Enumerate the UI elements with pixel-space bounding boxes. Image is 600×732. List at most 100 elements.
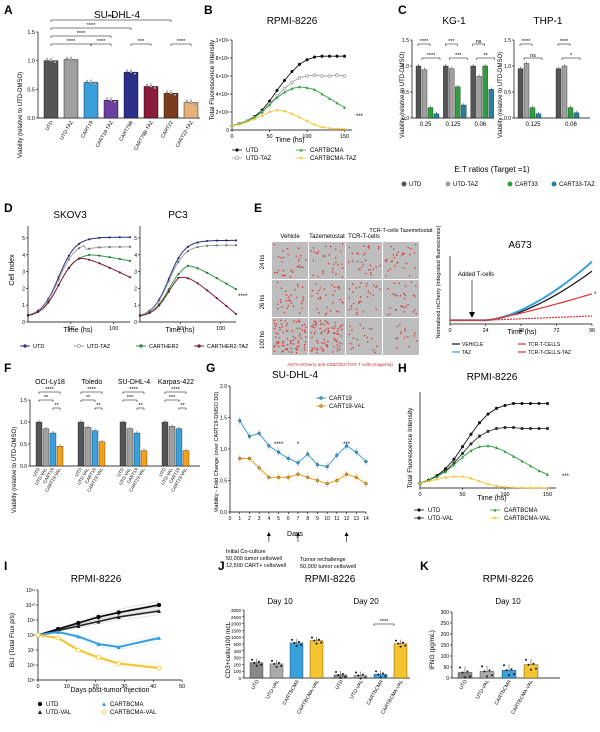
panel-g-xtick-label: 6 bbox=[287, 516, 290, 522]
panel-e-cell bbox=[326, 344, 329, 346]
panel-e-cell bbox=[277, 341, 280, 343]
panel-b-title: RPMI-8226 bbox=[267, 16, 318, 27]
panel-e-row-24: 24 hs bbox=[260, 255, 266, 270]
panel-j-point bbox=[399, 645, 402, 648]
panel-j-bracket bbox=[373, 623, 395, 626]
panel-i-xtick-label: 10 bbox=[64, 684, 70, 690]
panel-e-cell bbox=[398, 282, 401, 285]
panel-e-cell bbox=[351, 329, 353, 331]
panel-e-cell bbox=[393, 282, 396, 285]
panel-e-cell bbox=[288, 351, 291, 353]
panel-e-cell bbox=[282, 350, 284, 352]
panel-e-cell bbox=[352, 260, 354, 262]
panel-e-cell bbox=[356, 252, 359, 255]
panel-b-point bbox=[230, 124, 234, 127]
panel-b-xtick-label: 100 bbox=[302, 134, 311, 140]
panel-a-point bbox=[153, 86, 157, 90]
panel-h-point bbox=[529, 464, 532, 468]
panel-f-bracket bbox=[80, 391, 103, 394]
panel-f-bar bbox=[98, 441, 106, 467]
panel-e-cell bbox=[389, 313, 391, 315]
panel-b-ylabel: Total Fluorescence Intensity bbox=[209, 39, 216, 120]
panel-a-sig: **** bbox=[67, 39, 76, 45]
panel-e-cell bbox=[275, 336, 277, 338]
panel-j-day10: Day 10 bbox=[267, 597, 293, 606]
panel-e-cell bbox=[292, 343, 295, 345]
panel-e-cell bbox=[304, 341, 307, 343]
panel-d-pc3-point bbox=[186, 277, 190, 280]
panel-c-kg1-xtick-label: 0.25 bbox=[420, 122, 432, 128]
panel-a-bar bbox=[183, 102, 199, 119]
panel-e-cell bbox=[317, 342, 319, 344]
panel-e-cell bbox=[362, 263, 365, 266]
panel-e-cell bbox=[281, 274, 284, 277]
panel-e-cell bbox=[301, 300, 304, 303]
panel-e-cell bbox=[280, 323, 283, 325]
panel-e-xtick-label: 48 bbox=[518, 328, 524, 334]
panel-e-xtick-label: 24 bbox=[482, 328, 488, 334]
panel-k-ytick-label: 150 bbox=[441, 643, 450, 649]
panel-e-cell bbox=[297, 247, 300, 249]
panel-i-legend-label: CARTBCMA bbox=[110, 702, 144, 708]
panel-e-cell bbox=[286, 338, 289, 340]
panel-e-sig: * bbox=[594, 292, 597, 298]
panel-a-point bbox=[105, 97, 109, 100]
panel-a-point bbox=[69, 58, 73, 61]
panel-e-cell bbox=[315, 324, 317, 326]
panel-j-point bbox=[313, 639, 316, 642]
panel-e-cell bbox=[352, 283, 354, 285]
panel-e-cell bbox=[319, 297, 322, 300]
panel-b-point bbox=[283, 109, 286, 113]
panel-j-point bbox=[337, 673, 340, 676]
panel-d-skov3-xtick-label: 100 bbox=[109, 326, 118, 332]
panel-f-sig: ** bbox=[96, 403, 101, 409]
panel-h-point bbox=[495, 484, 498, 488]
panel-b-point bbox=[245, 120, 249, 124]
panel-k-point bbox=[466, 670, 469, 673]
panel-e-cell bbox=[288, 299, 290, 302]
panel-i-xlabel: Days post-tumor injection bbox=[71, 687, 150, 694]
panel-k-point bbox=[535, 667, 537, 670]
panel-c-ylabel: Viability (relative to UTD-DMSO) bbox=[400, 52, 406, 138]
panel-e-xtick-label: 96 bbox=[589, 328, 595, 334]
panel-e-cell bbox=[377, 247, 380, 250]
panel-c-legend-marker bbox=[507, 181, 513, 187]
panel-g-point bbox=[277, 475, 281, 479]
panel-e-cell bbox=[376, 285, 378, 287]
panel-a-xtick-label: CART19-TAZ bbox=[95, 120, 115, 149]
panel-k-point bbox=[508, 674, 510, 677]
panel-d-skov3-point bbox=[108, 236, 111, 239]
panel-e-cell bbox=[280, 256, 282, 259]
panel-e-cell bbox=[311, 349, 314, 352]
panel-e-cell bbox=[325, 344, 327, 346]
panel-c-kg1-bracket bbox=[421, 57, 441, 60]
panel-d-pc3-xtick-label: 50 bbox=[177, 326, 183, 332]
panel-e-cell bbox=[277, 269, 280, 272]
panel-g-note2: 50,000 tumor cells/well bbox=[226, 556, 282, 562]
panel-letter-b: B bbox=[204, 3, 213, 17]
panel-b-point bbox=[260, 110, 264, 114]
panel-a-point bbox=[49, 59, 53, 62]
panel-d-pc3-point bbox=[167, 288, 170, 291]
panel-c-thp1-bracket bbox=[561, 57, 581, 60]
panel-a-sig: **** bbox=[97, 39, 106, 45]
panel-d-pc3-point bbox=[158, 304, 161, 307]
panel-c-kg1-bar bbox=[476, 76, 482, 119]
panel-e-cell bbox=[351, 252, 354, 255]
panel-j-point bbox=[384, 675, 387, 678]
panel-i-point bbox=[156, 609, 161, 613]
panel-g-ytick-label: 2.0 bbox=[220, 384, 227, 390]
panel-i-point bbox=[56, 630, 61, 634]
panel-e-cell bbox=[414, 309, 416, 311]
panel-j-ytick-label: 2500 bbox=[231, 615, 242, 620]
panel-e-cell bbox=[305, 326, 307, 328]
panel-e-cell bbox=[319, 287, 322, 289]
panel-e-row-100: 100 hs bbox=[260, 331, 266, 349]
panel-a-point bbox=[113, 100, 117, 103]
panel-h-point bbox=[528, 401, 533, 406]
panel-j-point bbox=[397, 642, 400, 645]
panel-j-point bbox=[280, 664, 283, 667]
panel-j-sig: **** bbox=[380, 619, 389, 625]
panel-e-cell bbox=[355, 308, 358, 311]
panel-e-cell bbox=[375, 308, 378, 311]
